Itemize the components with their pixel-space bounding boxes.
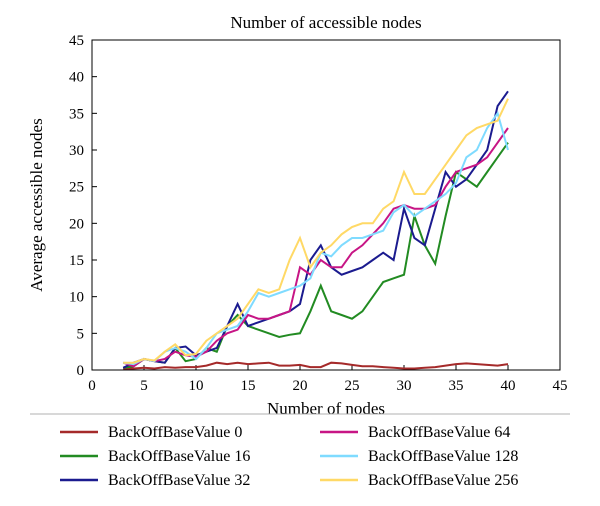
legend-label: BackOffBaseValue 32 — [108, 472, 250, 489]
series-line-4 — [123, 113, 508, 364]
y-tick-label: 10 — [69, 290, 84, 306]
x-tick-label: 5 — [140, 378, 148, 394]
series-line-5 — [123, 99, 508, 363]
legend-label: BackOffBaseValue 128 — [368, 448, 518, 465]
plot-area — [92, 40, 560, 370]
chart-container: Number of accessible nodes 0 5 10 15 20 25 30 35… — [0, 0, 600, 506]
x-tick-label: 25 — [345, 378, 360, 394]
y-tick-label: 15 — [69, 253, 84, 269]
y-tick-label: 35 — [69, 106, 84, 122]
legend-label: BackOffBaseValue 64 — [368, 424, 510, 441]
y-tick-label: 40 — [69, 70, 84, 86]
y-tick-label: 30 — [69, 143, 84, 159]
x-tick-label: 0 — [88, 378, 96, 394]
series-line-2 — [123, 91, 508, 368]
x-tick-label: 10 — [189, 378, 204, 394]
legend-label: BackOffBaseValue 256 — [368, 472, 518, 489]
series-line-0 — [123, 363, 508, 369]
x-tick-label: 15 — [241, 378, 256, 394]
legend-label: BackOffBaseValue 0 — [108, 424, 242, 441]
y-tick-label: 25 — [69, 180, 84, 196]
y-tick-label: 5 — [77, 326, 85, 342]
line-chart: Number of accessible nodes 0 5 10 15 20 25 30 35… — [0, 0, 600, 506]
chart-title: Number of accessible nodes — [230, 13, 421, 32]
y-tick-label: 45 — [69, 33, 84, 49]
y-tick-label: 20 — [69, 216, 84, 232]
legend-label: BackOffBaseValue 16 — [108, 448, 250, 465]
x-tick-label: 20 — [293, 378, 308, 394]
y-axis-label: Average accessible nodes — [27, 118, 46, 291]
series-line-3 — [123, 128, 508, 366]
x-tick-label: 35 — [449, 378, 464, 394]
x-tick-label: 30 — [397, 378, 412, 394]
x-tick-label: 40 — [501, 378, 516, 394]
y-tick-label: 0 — [77, 363, 85, 379]
x-axis-label: Number of nodes — [267, 399, 385, 418]
series-line-1 — [123, 143, 508, 368]
x-tick-label: 45 — [553, 378, 568, 394]
